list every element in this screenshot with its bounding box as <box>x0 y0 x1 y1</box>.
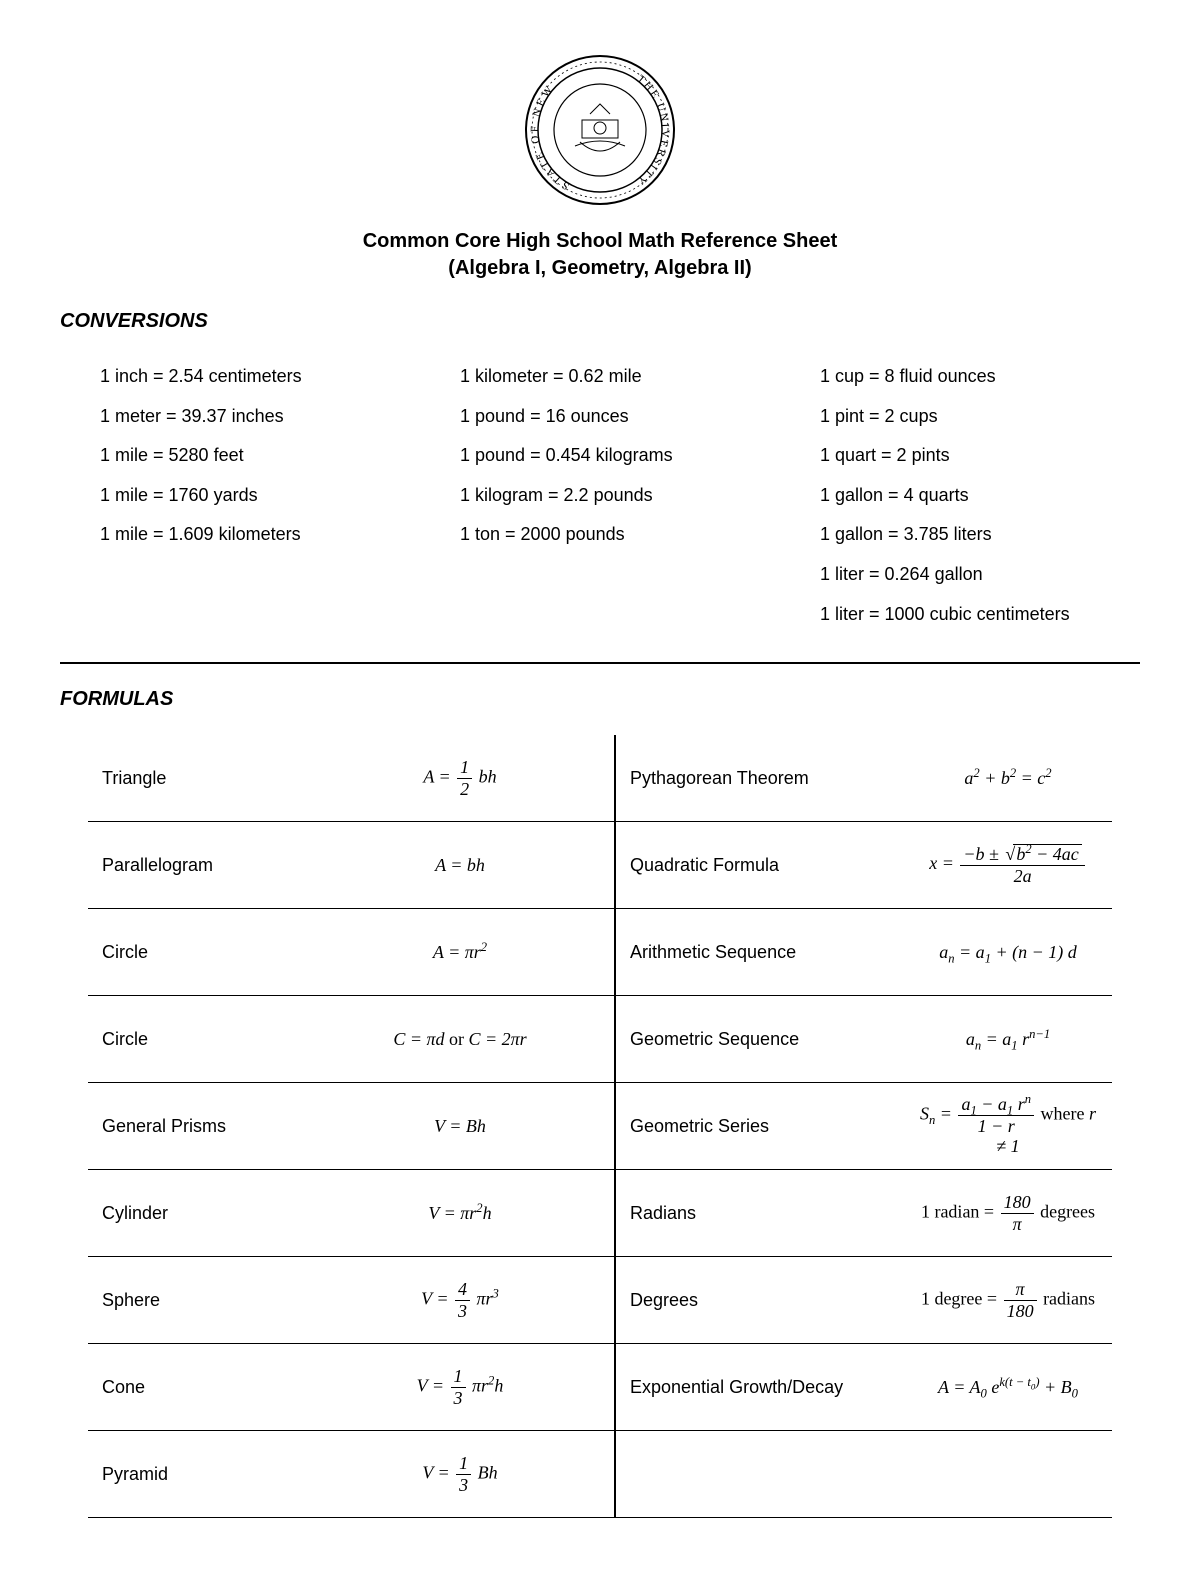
formula-equation: 1 degree = π180 radians <box>904 1257 1112 1344</box>
svg-text:STATE OF NEW: STATE OF NEW <box>529 82 572 192</box>
formula-equation: C = πd or C = 2πr <box>306 996 615 1083</box>
formula-name: Geometric Series <box>615 1083 904 1170</box>
formula-name: Cylinder <box>88 1170 306 1257</box>
formula-name: Circle <box>88 909 306 996</box>
formula-equation: A = bh <box>306 822 615 909</box>
conversion-item: 1 kilogram = 2.2 pounds <box>460 476 780 516</box>
conversions-col-1: 1 inch = 2.54 centimeters 1 meter = 39.3… <box>100 357 420 634</box>
formula-equation: A = 12 bh <box>306 735 615 822</box>
formula-equation: an = a1 rn−1 <box>904 996 1112 1083</box>
conversions-heading: CONVERSIONS <box>60 310 1140 333</box>
formula-equation: V = 13 Bh <box>306 1431 615 1518</box>
formula-equation <box>904 1431 1112 1518</box>
formula-name: Sphere <box>88 1257 306 1344</box>
conversion-item: 1 quart = 2 pints <box>820 436 1140 476</box>
conversion-item: 1 liter = 1000 cubic centimeters <box>820 595 1140 635</box>
conversion-item: 1 kilometer = 0.62 mile <box>460 357 780 397</box>
formula-name: Triangle <box>88 735 306 822</box>
formula-row: CircleA = πr2Arithmetic Sequencean = a1 … <box>88 909 1112 996</box>
formula-row: TriangleA = 12 bhPythagorean Theorema2 +… <box>88 735 1112 822</box>
conversion-item: 1 gallon = 3.785 liters <box>820 515 1140 555</box>
formula-equation: A = A0 ek(t − t0) + B0 <box>904 1344 1112 1431</box>
page: THE UNIVERSITY STATE OF NEW Common Core … <box>0 0 1200 1578</box>
conversion-item: 1 gallon = 4 quarts <box>820 476 1140 516</box>
formula-row: General PrismsV = BhGeometric SeriesSn =… <box>88 1083 1112 1170</box>
formula-row: ConeV = 13 πr2hExponential Growth/DecayA… <box>88 1344 1112 1431</box>
formula-name: Pyramid <box>88 1431 306 1518</box>
conversion-item: 1 mile = 1.609 kilometers <box>100 515 420 555</box>
formula-equation: an = a1 + (n − 1) d <box>904 909 1112 996</box>
conversion-item: 1 liter = 0.264 gallon <box>820 555 1140 595</box>
conversion-item: 1 ton = 2000 pounds <box>460 515 780 555</box>
formulas-table: TriangleA = 12 bhPythagorean Theorema2 +… <box>88 735 1112 1518</box>
conversion-item: 1 cup = 8 fluid ounces <box>820 357 1140 397</box>
title-line-1: Common Core High School Math Reference S… <box>363 230 838 252</box>
conversion-item: 1 mile = 5280 feet <box>100 436 420 476</box>
formula-equation: A = πr2 <box>306 909 615 996</box>
formula-row: CylinderV = πr2hRadians1 radian = 180π d… <box>88 1170 1112 1257</box>
formula-equation: 1 radian = 180π degrees <box>904 1170 1112 1257</box>
formula-equation: V = Bh <box>306 1083 615 1170</box>
formula-row: SphereV = 43 πr3Degrees1 degree = π180 r… <box>88 1257 1112 1344</box>
conversions-col-2: 1 kilometer = 0.62 mile 1 pound = 16 oun… <box>460 357 780 634</box>
formula-name: Cone <box>88 1344 306 1431</box>
conversions-grid: 1 inch = 2.54 centimeters 1 meter = 39.3… <box>60 357 1140 634</box>
formula-name: Arithmetic Sequence <box>615 909 904 996</box>
conversion-item: 1 pint = 2 cups <box>820 397 1140 437</box>
formula-equation: V = 13 πr2h <box>306 1344 615 1431</box>
conversion-item: 1 meter = 39.37 inches <box>100 397 420 437</box>
formula-name: Degrees <box>615 1257 904 1344</box>
formula-name: Circle <box>88 996 306 1083</box>
conversion-item: 1 mile = 1760 yards <box>100 476 420 516</box>
formula-equation: a2 + b2 = c2 <box>904 735 1112 822</box>
formula-name: General Prisms <box>88 1083 306 1170</box>
svg-text:THE UNIVERSITY: THE UNIVERSITY <box>634 73 672 188</box>
conversion-item: 1 pound = 0.454 kilograms <box>460 436 780 476</box>
formula-name: Quadratic Formula <box>615 822 904 909</box>
formula-name: Parallelogram <box>88 822 306 909</box>
formula-row: CircleC = πd or C = 2πrGeometric Sequenc… <box>88 996 1112 1083</box>
formula-equation: Sn = a1 − a1 rn1 − r where r ≠ 1 <box>904 1083 1112 1170</box>
formula-name: Pythagorean Theorem <box>615 735 904 822</box>
conversion-item: 1 pound = 16 ounces <box>460 397 780 437</box>
formula-name <box>615 1431 904 1518</box>
formula-name: Exponential Growth/Decay <box>615 1344 904 1431</box>
title-line-2: (Algebra I, Geometry, Algebra II) <box>448 257 751 279</box>
formula-name: Geometric Sequence <box>615 996 904 1083</box>
formula-row: ParallelogramA = bhQuadratic Formulax = … <box>88 822 1112 909</box>
formula-equation: x = −b ± b2 − 4ac2a <box>904 822 1112 909</box>
formula-equation: V = πr2h <box>306 1170 615 1257</box>
formula-row: PyramidV = 13 Bh <box>88 1431 1112 1518</box>
formulas-heading: FORMULAS <box>60 688 1140 711</box>
formula-equation: V = 43 πr3 <box>306 1257 615 1344</box>
conversion-item: 1 inch = 2.54 centimeters <box>100 357 420 397</box>
formula-name: Radians <box>615 1170 904 1257</box>
conversions-col-3: 1 cup = 8 fluid ounces 1 pint = 2 cups 1… <box>820 357 1140 634</box>
state-seal-icon: THE UNIVERSITY STATE OF NEW <box>520 50 680 210</box>
divider-rule <box>60 662 1140 664</box>
page-title: Common Core High School Math Reference S… <box>60 228 1140 282</box>
